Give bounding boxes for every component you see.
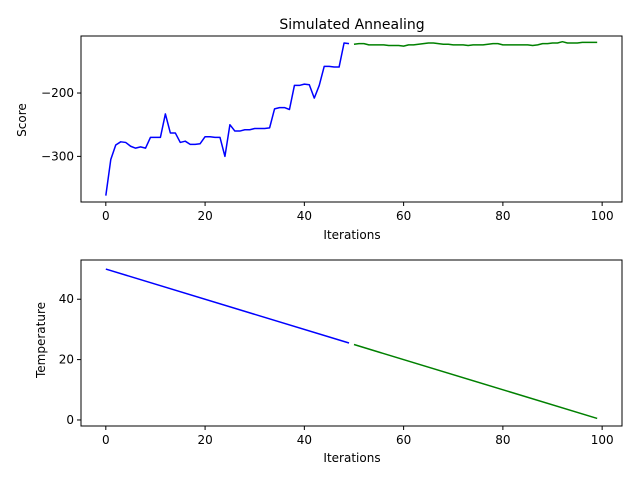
score-x-tick-label: 60 bbox=[396, 209, 411, 223]
temperature-y-axis-label: Temperature bbox=[34, 302, 48, 379]
score-y-tick-label: −300 bbox=[41, 149, 74, 163]
temperature-series-group bbox=[105, 268, 598, 420]
score-x-tick-label: 80 bbox=[495, 209, 510, 223]
temperature-axes-frame bbox=[80, 259, 623, 427]
temperature-x-tick-label: 60 bbox=[396, 433, 411, 447]
temperature-y-tick-label: 0 bbox=[66, 413, 74, 427]
score-axes-frame bbox=[80, 35, 623, 203]
score-y-axis-label: Score bbox=[15, 103, 29, 137]
chart-title: Simulated Annealing bbox=[279, 17, 424, 33]
temperature-chart: 0 20 40 60 80 100 0 20 40 Iterations Temperature bbox=[34, 259, 623, 465]
score-x-tick-label: 100 bbox=[591, 209, 614, 223]
score-series-line-2 bbox=[353, 40, 598, 47]
temperature-series-line-2 bbox=[353, 343, 598, 420]
score-series-line-1 bbox=[105, 42, 350, 196]
temperature-x-tick-label: 0 bbox=[102, 433, 110, 447]
temperature-x-tick-label: 40 bbox=[297, 433, 312, 447]
score-ticks: 0 20 40 60 80 100 −300 −200 bbox=[41, 86, 614, 223]
score-x-axis-label: Iterations bbox=[323, 228, 380, 242]
score-x-tick-label: 0 bbox=[102, 209, 110, 223]
temperature-y-tick-label: 40 bbox=[59, 292, 74, 306]
temperature-series-line-1 bbox=[105, 268, 350, 344]
temperature-x-tick-label: 20 bbox=[197, 433, 212, 447]
score-chart: Simulated Annealing 0 20 40 60 80 100 −300 −200… bbox=[15, 17, 623, 242]
temperature-ticks: 0 20 40 60 80 100 0 20 40 bbox=[59, 292, 614, 447]
temperature-x-axis-label: Iterations bbox=[323, 451, 380, 465]
score-x-tick-label: 40 bbox=[297, 209, 312, 223]
temperature-x-tick-label: 80 bbox=[495, 433, 510, 447]
score-x-tick-label: 20 bbox=[197, 209, 212, 223]
temperature-x-tick-label: 100 bbox=[591, 433, 614, 447]
score-y-tick-label: −200 bbox=[41, 86, 74, 100]
temperature-y-tick-label: 20 bbox=[59, 353, 74, 367]
score-series-group bbox=[105, 40, 598, 196]
